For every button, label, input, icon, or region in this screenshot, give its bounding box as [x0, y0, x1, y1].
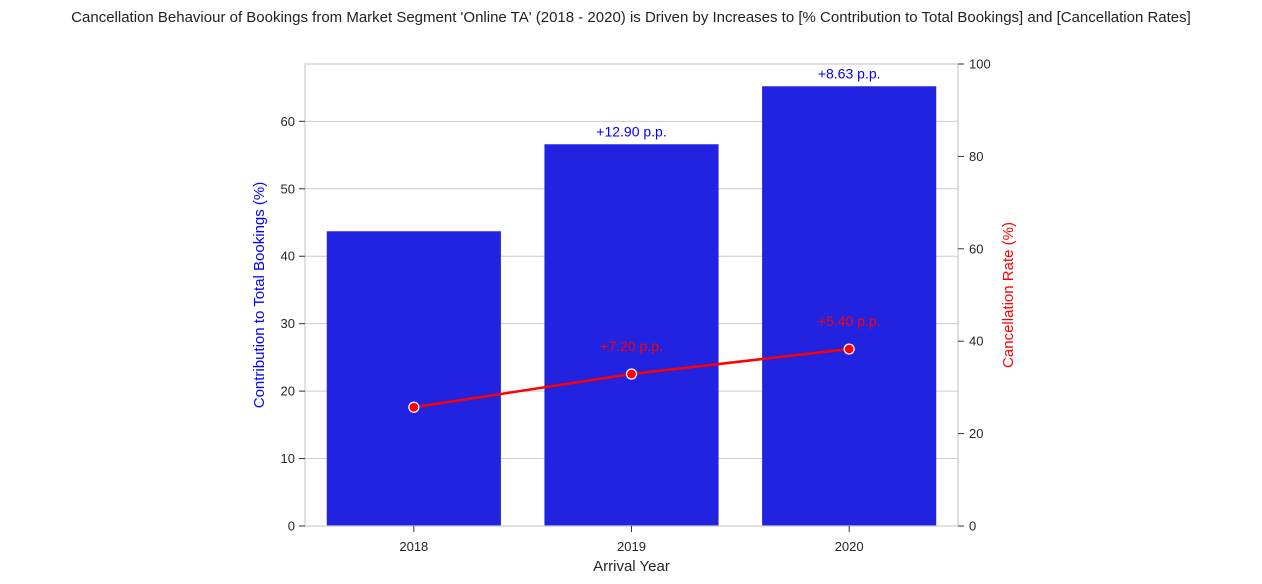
left-axis: 0 10 20 30 40 50 60	[281, 114, 305, 534]
right-tick-label: 0	[969, 519, 976, 534]
line-point	[625, 368, 638, 380]
right-tick-label: 40	[969, 334, 983, 349]
annotations: +12.90 p.p. +8.63 p.p. +7.20 p.p. +5.40 p.p…	[596, 65, 880, 354]
left-tick-label: 10	[281, 451, 295, 466]
bar	[544, 144, 719, 526]
line-point	[408, 401, 420, 413]
x-tick-label: 2020	[835, 539, 864, 554]
left-tick-label: 50	[281, 181, 295, 196]
right-tick-label: 100	[969, 57, 991, 72]
left-tick-label: 0	[288, 519, 295, 534]
bar	[762, 86, 937, 527]
left-tick-label: 20	[281, 384, 295, 399]
left-tick-label: 30	[281, 316, 295, 331]
x-tick-label: 2019	[617, 539, 646, 554]
left-tick-label: 40	[281, 249, 295, 264]
right-axis-title: Cancellation Rate (%)	[1000, 222, 1017, 368]
x-axis-title: Arrival Year	[593, 558, 670, 575]
line-annotation: +5.40 p.p.	[818, 313, 881, 329]
right-tick-label: 60	[969, 241, 983, 256]
bar-annotation: +8.63 p.p.	[818, 65, 881, 81]
bar-series	[326, 86, 937, 527]
line-point	[843, 343, 855, 355]
left-tick-label: 60	[281, 114, 295, 129]
right-axis: 0 20 40 60 80 100	[958, 57, 991, 534]
right-tick-label: 80	[969, 149, 983, 164]
x-tick-label: 2018	[399, 539, 428, 554]
bar-annotation: +12.90 p.p.	[596, 123, 666, 139]
chart-title: Cancellation Behaviour of Bookings from …	[71, 9, 1191, 26]
bar	[326, 231, 501, 527]
left-axis-title: Contribution to Total Bookings (%)	[251, 182, 268, 409]
x-axis: 2018 2019 2020	[399, 526, 864, 554]
line-series	[408, 343, 855, 413]
right-tick-label: 20	[969, 426, 983, 441]
line-annotation: +7.20 p.p.	[600, 338, 663, 354]
